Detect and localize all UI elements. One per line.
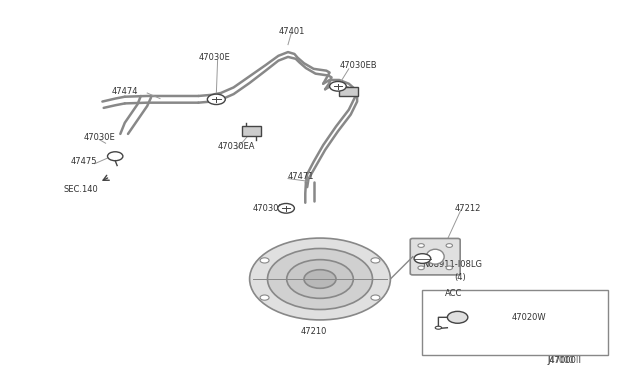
Text: 47474: 47474 xyxy=(112,87,138,96)
Circle shape xyxy=(418,266,424,270)
Bar xyxy=(242,126,261,136)
Circle shape xyxy=(446,266,452,270)
Circle shape xyxy=(250,238,390,320)
Circle shape xyxy=(268,248,372,310)
Text: ACC: ACC xyxy=(445,289,462,298)
Circle shape xyxy=(371,295,380,300)
Circle shape xyxy=(418,244,424,247)
Text: 47210: 47210 xyxy=(301,327,327,336)
Text: 47030EB: 47030EB xyxy=(253,204,291,213)
Text: 47212: 47212 xyxy=(454,204,481,213)
Text: N08911-I08LG: N08911-I08LG xyxy=(422,260,483,269)
Circle shape xyxy=(108,152,123,161)
Text: J47000 I: J47000 I xyxy=(547,356,579,365)
Text: 47020W: 47020W xyxy=(512,313,547,322)
Circle shape xyxy=(447,311,468,323)
Text: SEC.140: SEC.140 xyxy=(64,185,99,194)
FancyBboxPatch shape xyxy=(410,238,460,275)
Bar xyxy=(422,290,608,355)
Circle shape xyxy=(330,81,346,91)
Circle shape xyxy=(260,258,269,263)
Text: 47030E: 47030E xyxy=(198,53,230,62)
Text: 47471: 47471 xyxy=(288,172,314,181)
Circle shape xyxy=(371,258,380,263)
Ellipse shape xyxy=(435,326,442,329)
Circle shape xyxy=(287,260,353,298)
Text: 47030EA: 47030EA xyxy=(218,142,255,151)
Bar xyxy=(339,87,358,96)
Circle shape xyxy=(414,254,431,263)
Ellipse shape xyxy=(426,249,444,264)
Text: 47475: 47475 xyxy=(70,157,97,166)
Circle shape xyxy=(278,203,294,213)
Text: 47401: 47401 xyxy=(278,27,305,36)
Text: 47030E: 47030E xyxy=(83,133,115,142)
Text: (4): (4) xyxy=(454,273,466,282)
Text: 47030EB: 47030EB xyxy=(339,61,377,70)
Circle shape xyxy=(207,94,225,105)
Circle shape xyxy=(446,244,452,247)
Circle shape xyxy=(304,270,336,288)
Text: J47000 I: J47000 I xyxy=(547,356,581,365)
Circle shape xyxy=(260,295,269,300)
